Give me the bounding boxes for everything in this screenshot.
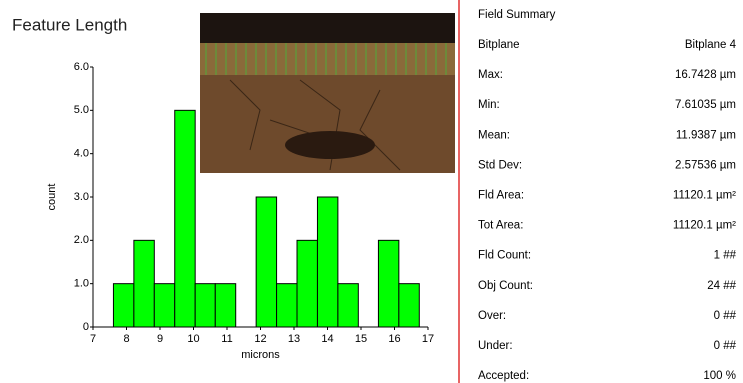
bar xyxy=(113,284,133,327)
micrograph xyxy=(200,13,455,173)
bar xyxy=(256,197,276,327)
screen: Feature Length 0 1.0 2.0 3.0 4.0 5.0 6.0 7 8 9 10 1… xyxy=(0,0,743,383)
row-label: Fld Area: xyxy=(478,190,524,202)
bar xyxy=(338,284,358,327)
y-tick-label: 1.0 xyxy=(74,278,89,290)
row-value: 7.61035 µm xyxy=(675,99,736,111)
bar xyxy=(215,284,235,327)
y-tick-label: 5.0 xyxy=(74,104,89,116)
bar xyxy=(175,110,195,327)
row-label: Fld Count: xyxy=(478,250,531,262)
row-value: 100 % xyxy=(703,370,736,382)
summary-title: Field Summary xyxy=(478,9,556,21)
row-value: Bitplane 4 xyxy=(685,39,737,51)
bar xyxy=(154,284,174,327)
x-tick-label: 9 xyxy=(157,333,163,345)
row-value: 0 ## xyxy=(714,310,737,322)
row-value: 24 ## xyxy=(707,280,736,292)
x-tick-label: 11 xyxy=(221,333,232,345)
bar xyxy=(134,240,154,327)
row-label: Under: xyxy=(478,340,513,352)
y-tick-label: 6.0 xyxy=(74,61,89,73)
chart-title: Feature Length xyxy=(12,15,127,34)
row-value: 16.7428 µm xyxy=(675,69,736,81)
bar xyxy=(399,284,419,327)
y-tick-label: 0 xyxy=(83,321,89,333)
row-label: Min: xyxy=(478,99,500,111)
row-label: Tot Area: xyxy=(478,220,523,232)
x-tick-label: 14 xyxy=(321,333,333,345)
y-tick-label: 4.0 xyxy=(74,148,89,160)
row-value: 1 ## xyxy=(714,250,737,262)
y-axis-label: count xyxy=(46,184,58,211)
x-axis-label: microns xyxy=(241,349,280,361)
bar xyxy=(378,240,398,327)
x-tick-label: 17 xyxy=(422,333,434,345)
x-tick-label: 8 xyxy=(123,333,129,345)
x-tick-label: 7 xyxy=(90,333,96,345)
x-tick-label: 12 xyxy=(254,333,266,345)
row-label: Std Dev: xyxy=(478,159,522,171)
row-label: Mean: xyxy=(478,129,510,141)
x-tick-label: 10 xyxy=(187,333,199,345)
row-value: 11120.1 µm² xyxy=(673,220,736,232)
row-label: Accepted: xyxy=(478,370,529,382)
bar xyxy=(297,240,317,327)
row-label: Obj Count: xyxy=(478,280,533,292)
bar xyxy=(317,197,337,327)
row-value: 11.9387 µm xyxy=(676,129,736,141)
y-tick-label: 2.0 xyxy=(74,234,89,246)
row-label: Max: xyxy=(478,69,503,81)
row-label: Over: xyxy=(478,310,506,322)
row-label: Bitplane xyxy=(478,39,520,51)
x-tick-label: 16 xyxy=(388,333,400,345)
row-value: 0 ## xyxy=(714,340,737,352)
row-value: 11120.1 µm² xyxy=(673,190,736,202)
bar xyxy=(195,284,215,327)
bar xyxy=(277,284,297,327)
x-tick-label: 13 xyxy=(288,333,300,345)
row-value: 2.57536 µm xyxy=(675,159,736,171)
x-tick-label: 15 xyxy=(355,333,367,345)
y-tick-label: 3.0 xyxy=(74,191,89,203)
